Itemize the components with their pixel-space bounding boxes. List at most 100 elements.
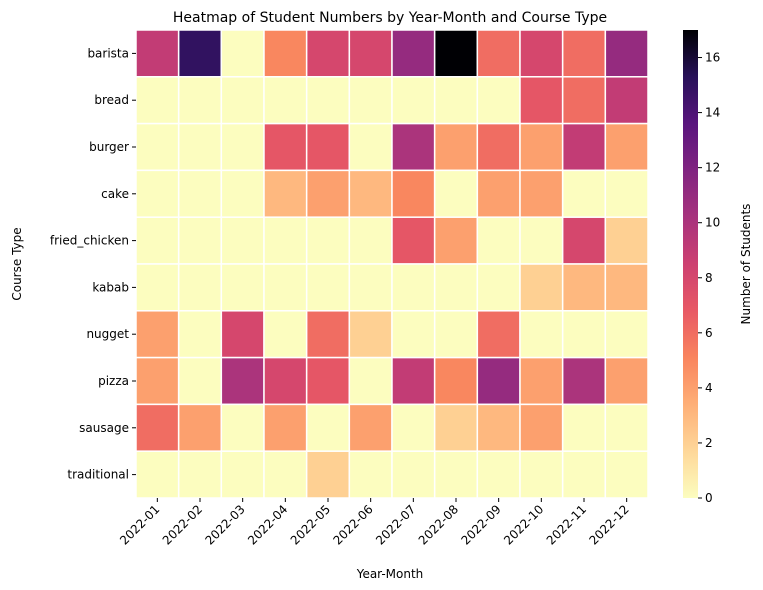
heatmap-cell [476, 216, 521, 265]
heatmap-cell [476, 122, 521, 172]
heatmap-cell [220, 76, 265, 125]
x-tick-label: 2022-08 [416, 502, 461, 547]
heatmap-cell [433, 450, 479, 499]
heatmap-cell [135, 403, 180, 452]
heatmap-cell [519, 450, 564, 499]
colorbar-tick-label: 12 [705, 161, 720, 175]
heatmap-cell [220, 29, 265, 78]
heatmap-cell [305, 450, 351, 499]
colorbar-tick-label: 6 [705, 326, 713, 340]
heatmap-cell [177, 169, 223, 218]
heatmap-cell [305, 76, 351, 125]
heatmap-cell [263, 356, 308, 406]
heatmap-cell [177, 403, 223, 452]
colorbar: 0 2 4 6 8 10 12 14 16 [683, 30, 720, 505]
heatmap-cell [263, 216, 308, 265]
heatmap-cell [519, 29, 564, 78]
heatmap-cell [220, 169, 265, 218]
heatmap-cell [177, 263, 223, 312]
heatmap-cell [135, 263, 180, 312]
colorbar-tick-label: 2 [705, 436, 713, 450]
x-tick-label: 2022-12 [586, 502, 631, 547]
y-axis-ticks: barista bread burger cake fried_chickenkabab… [50, 46, 136, 482]
colorbar-tick-label: 8 [705, 271, 713, 285]
x-tick-label: 2022-07 [373, 502, 418, 547]
heatmap-cell [177, 216, 223, 265]
heatmap-cell [604, 29, 649, 78]
x-tick-label: 2022-09 [458, 502, 503, 547]
colorbar-gradient [683, 30, 698, 498]
colorbar-tick-label: 16 [705, 51, 720, 65]
heatmap-cell [348, 122, 393, 172]
x-axis-label: Year-Month [356, 567, 424, 581]
x-tick-label: 2022-03 [202, 502, 247, 547]
x-axis-ticks: 2022-012022-022022-032022-042022-052022-… [117, 498, 632, 548]
heatmap-cell [135, 29, 180, 78]
heatmap-cells [135, 29, 649, 499]
heatmap-cell [348, 216, 393, 265]
x-tick-label: 2022-11 [544, 502, 589, 547]
heatmap-cell [604, 356, 649, 406]
heatmap-cell [476, 403, 521, 452]
heatmap-cell [348, 76, 393, 125]
heatmap-cell [348, 263, 393, 312]
heatmap-cell [391, 29, 436, 78]
heatmap-cell [220, 403, 265, 452]
heatmap-cell [305, 216, 351, 265]
heatmap-cell [348, 169, 393, 218]
y-tick-label: pizza [98, 374, 129, 388]
heatmap-cell [135, 169, 180, 218]
x-tick-label: 2022-06 [330, 502, 375, 547]
y-tick-label: sausage [79, 421, 129, 435]
heatmap-cell [519, 122, 564, 172]
heatmap-cell [519, 356, 564, 406]
heatmap-cell [561, 450, 607, 499]
heatmap-cell [561, 216, 607, 265]
heatmap-cell [604, 216, 649, 265]
heatmap-cell [476, 29, 521, 78]
heatmap-cell [604, 169, 649, 218]
heatmap-cell [604, 403, 649, 452]
heatmap-cell [263, 310, 308, 359]
y-tick-label: traditional [67, 468, 129, 482]
heatmap-cell [391, 403, 436, 452]
heatmap-cell [519, 310, 564, 359]
colorbar-tick-label: 14 [705, 106, 720, 120]
heatmap-cell [391, 356, 436, 406]
heatmap-cell [348, 310, 393, 359]
heatmap-cell [177, 122, 223, 172]
heatmap-cell [476, 310, 521, 359]
heatmap-cell [604, 263, 649, 312]
heatmap-cell [220, 356, 265, 406]
heatmap-cell [519, 216, 564, 265]
heatmap-cell [519, 169, 564, 218]
heatmap-cell [263, 450, 308, 499]
heatmap-cell [348, 29, 393, 78]
heatmap-cell [135, 310, 180, 359]
heatmap-cell [433, 310, 479, 359]
heatmap-cell [220, 450, 265, 499]
heatmap-cell [391, 122, 436, 172]
y-tick-label: nugget [86, 327, 129, 341]
heatmap-cell [305, 310, 351, 359]
heatmap-cell [135, 76, 180, 125]
heatmap-cell [476, 169, 521, 218]
heatmap-cell [263, 76, 308, 125]
heatmap-cell [391, 450, 436, 499]
heatmap-cell [220, 216, 265, 265]
y-axis-label: Course Type [10, 227, 24, 300]
heatmap-cell [604, 310, 649, 359]
heatmap-cell [433, 29, 479, 78]
heatmap-cell [391, 310, 436, 359]
heatmap-cell [561, 122, 607, 172]
heatmap-cell [135, 122, 180, 172]
heatmap-cell [220, 263, 265, 312]
heatmap-cell [519, 76, 564, 125]
heatmap-cell [433, 169, 479, 218]
heatmap-cell [391, 216, 436, 265]
heatmap-cell [305, 29, 351, 78]
heatmap-cell [220, 310, 265, 359]
heatmap-cell [476, 356, 521, 406]
heatmap-cell [476, 76, 521, 125]
